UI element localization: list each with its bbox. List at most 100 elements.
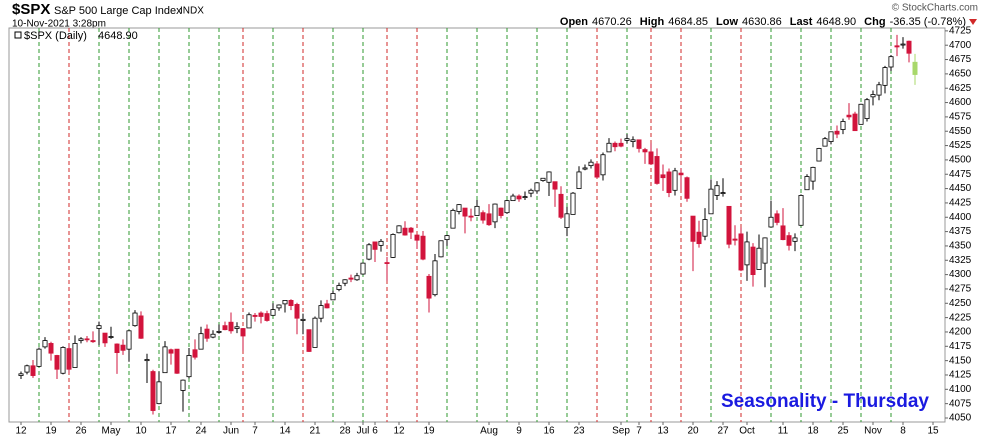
candle-body bbox=[408, 227, 414, 233]
candle-body bbox=[762, 237, 768, 264]
candle-body bbox=[900, 43, 906, 46]
quote-value: 4670.26 bbox=[592, 16, 632, 28]
candle-body bbox=[690, 215, 696, 242]
candle-body bbox=[546, 171, 552, 183]
candle-body bbox=[858, 103, 864, 125]
candle-body bbox=[588, 161, 594, 167]
candle-body bbox=[294, 304, 300, 319]
candle-body bbox=[666, 171, 672, 193]
candle-body bbox=[180, 379, 186, 391]
candle-body bbox=[648, 151, 654, 165]
x-tick-label: 12 bbox=[15, 426, 27, 437]
y-tick-label: 4450 bbox=[949, 183, 972, 194]
candle-body bbox=[222, 325, 228, 331]
y-tick-label: 4725 bbox=[949, 26, 972, 37]
candle-body bbox=[474, 205, 480, 216]
candle-body bbox=[516, 195, 522, 200]
candle-body bbox=[732, 238, 738, 241]
candle-body bbox=[168, 349, 174, 354]
y-tick-label: 4575 bbox=[949, 112, 972, 123]
candle-body bbox=[246, 314, 252, 329]
quote-label: Open bbox=[560, 16, 588, 28]
y-tick-label: 4675 bbox=[949, 54, 972, 65]
candle-body bbox=[846, 114, 852, 118]
quote-value: 4684.85 bbox=[668, 16, 708, 28]
candle-body bbox=[60, 347, 66, 374]
x-tick-label: 8 bbox=[900, 426, 906, 437]
candle-body bbox=[432, 260, 438, 296]
y-tick-label: 4600 bbox=[949, 97, 972, 108]
candle-body bbox=[708, 188, 714, 215]
candle-body bbox=[96, 325, 102, 329]
candle-body bbox=[420, 235, 426, 260]
copyright: © StockCharts.com bbox=[892, 3, 978, 14]
y-tick-label: 4475 bbox=[949, 169, 972, 180]
candle-body bbox=[558, 193, 564, 218]
x-tick-label: 7 bbox=[252, 426, 258, 437]
candle-body bbox=[438, 240, 444, 258]
quote-label: High bbox=[640, 16, 665, 28]
candle-body bbox=[18, 373, 24, 376]
candle-body bbox=[450, 209, 456, 229]
candle-body bbox=[744, 241, 750, 266]
y-tick-label: 4700 bbox=[949, 40, 972, 51]
candle-body bbox=[252, 314, 258, 317]
candle-body bbox=[798, 195, 804, 226]
y-tick-label: 4650 bbox=[949, 69, 972, 80]
x-tick-label: 17 bbox=[165, 426, 177, 437]
candle-body bbox=[384, 262, 390, 264]
candle-body bbox=[390, 234, 396, 258]
candle-body bbox=[282, 300, 288, 305]
x-tick-label: 6 bbox=[372, 426, 378, 437]
x-tick-label: 19 bbox=[45, 426, 57, 437]
y-tick-label: 4175 bbox=[949, 341, 972, 352]
candle-body bbox=[492, 203, 498, 223]
candle-body bbox=[360, 262, 366, 275]
candle-body bbox=[498, 207, 504, 216]
candle-body bbox=[150, 371, 156, 411]
legend-swatch bbox=[14, 31, 22, 39]
candle-body bbox=[108, 336, 114, 338]
y-tick-label: 4225 bbox=[949, 312, 972, 323]
candle-body bbox=[402, 227, 408, 236]
candle-body bbox=[882, 67, 888, 86]
x-tick-label: 26 bbox=[75, 426, 87, 437]
candle-body bbox=[114, 343, 120, 354]
candle-body bbox=[36, 348, 42, 367]
candle-body bbox=[192, 349, 198, 358]
candle-body bbox=[696, 231, 702, 245]
candle-body bbox=[210, 333, 216, 338]
candle-body bbox=[330, 293, 336, 301]
candle-body bbox=[306, 329, 312, 352]
candle-body bbox=[396, 225, 402, 234]
x-tick-label: 7 bbox=[636, 426, 642, 437]
candle-body bbox=[672, 170, 678, 191]
quote-value: 4648.90 bbox=[816, 16, 856, 28]
candle-body bbox=[534, 182, 540, 192]
candle-body bbox=[510, 195, 516, 202]
candle-body bbox=[48, 343, 54, 354]
candle-body bbox=[312, 317, 318, 348]
candle-body bbox=[870, 94, 876, 98]
legend-value: 4648.90 bbox=[98, 30, 138, 42]
candle-body bbox=[714, 185, 720, 196]
x-tick-label: 9 bbox=[516, 426, 522, 437]
quote-value: -36.35 (-0.78%) bbox=[890, 16, 966, 28]
candle-body bbox=[864, 99, 870, 120]
y-tick-label: 4250 bbox=[949, 298, 972, 309]
index-name: S&P 500 Large Cap Index bbox=[54, 5, 182, 17]
candle-body bbox=[300, 318, 306, 321]
x-tick-label: 23 bbox=[573, 426, 585, 437]
y-tick-label: 4350 bbox=[949, 241, 972, 252]
candle-body bbox=[654, 156, 660, 184]
candle-body bbox=[480, 212, 486, 221]
candle-body bbox=[324, 303, 330, 309]
x-tick-label: Jun bbox=[223, 426, 239, 437]
candle-body bbox=[792, 237, 798, 242]
candle-body bbox=[810, 166, 816, 182]
x-tick-label: 13 bbox=[657, 426, 669, 437]
candle-body bbox=[852, 113, 858, 132]
candle-body bbox=[126, 330, 132, 350]
legend-name: $SPX (Daily) bbox=[24, 30, 87, 42]
candle-body bbox=[444, 235, 450, 241]
